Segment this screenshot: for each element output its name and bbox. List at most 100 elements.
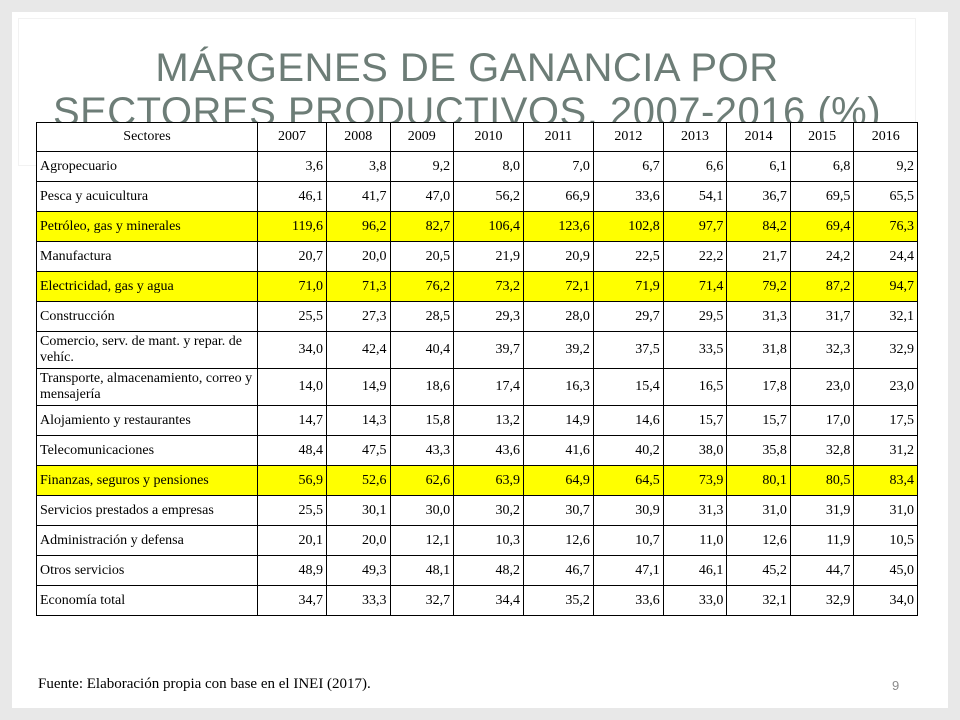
value-cell: 39,2 <box>522 331 594 369</box>
value-cell: 33,6 <box>592 585 664 616</box>
sector-name: Pesca y acuicultura <box>36 181 258 212</box>
header-year: 2014 <box>726 122 791 152</box>
value-cell: 32,9 <box>789 585 855 616</box>
value-cell: 80,5 <box>789 465 855 496</box>
value-cell: 24,4 <box>853 241 918 272</box>
header-year: 2015 <box>789 122 855 152</box>
table-row: Manufactura 20,7 20,0 20,5 21,9 20,9 22,5 22,2 2… <box>36 241 918 272</box>
value-cell: 13,2 <box>453 405 524 436</box>
value-cell: 28,0 <box>522 301 594 332</box>
header-year: 2013 <box>662 122 728 152</box>
value-cell: 42,4 <box>325 331 391 369</box>
value-cell: 63,9 <box>453 465 524 496</box>
value-cell: 30,9 <box>592 495 664 526</box>
header-year: 2011 <box>522 122 594 152</box>
value-cell: 73,2 <box>453 271 524 302</box>
table-row: Petróleo, gas y minerales 119,6 96,2 82,7 10… <box>36 211 918 242</box>
sector-name: Telecomunicaciones <box>36 435 258 466</box>
value-cell: 22,2 <box>662 241 728 272</box>
value-cell: 20,1 <box>257 525 327 556</box>
value-cell: 40,4 <box>389 331 455 369</box>
sector-name: Otros servicios <box>36 555 258 586</box>
value-cell: 71,4 <box>662 271 728 302</box>
value-cell: 31,3 <box>662 495 728 526</box>
source-note: Fuente: Elaboración propia con base en e… <box>38 676 371 692</box>
value-cell: 22,5 <box>592 241 664 272</box>
value-cell: 47,1 <box>592 555 664 586</box>
value-cell: 33,6 <box>592 181 664 212</box>
value-cell: 12,6 <box>726 525 791 556</box>
table-row: Administración y defensa 20,1 20,0 12,1 10,3… <box>36 525 918 556</box>
header-sectores: Sectores <box>36 122 258 152</box>
value-cell: 14,0 <box>257 368 327 406</box>
value-cell: 17,8 <box>726 368 791 406</box>
value-cell: 45,0 <box>853 555 918 586</box>
sector-name: Comercio, serv. de mant. y repar. de veh… <box>36 331 258 369</box>
table-row: Transporte, almacenamiento, correo y men… <box>36 368 918 406</box>
table-row: Comercio, serv. de mant. y repar. de veh… <box>36 331 918 369</box>
value-cell: 46,7 <box>522 555 594 586</box>
value-cell: 31,2 <box>853 435 918 466</box>
value-cell: 38,0 <box>662 435 728 466</box>
value-cell: 32,1 <box>853 301 918 332</box>
value-cell: 31,7 <box>789 301 855 332</box>
table-row: Finanzas, seguros y pensiones 56,9 52,6 62,… <box>36 465 918 496</box>
value-cell: 8,0 <box>453 151 524 182</box>
value-cell: 15,7 <box>726 405 791 436</box>
value-cell: 20,7 <box>257 241 327 272</box>
value-cell: 10,7 <box>592 525 664 556</box>
value-cell: 65,5 <box>853 181 918 212</box>
value-cell: 69,4 <box>789 211 855 242</box>
sector-name: Finanzas, seguros y pensiones <box>36 465 258 496</box>
value-cell: 96,2 <box>325 211 391 242</box>
value-cell: 21,9 <box>453 241 524 272</box>
value-cell: 17,4 <box>453 368 524 406</box>
profit-margins-table: Sectores 2007 2008 2009 2010 2011 2012 2013 2014… <box>36 122 918 616</box>
value-cell: 27,3 <box>325 301 391 332</box>
value-cell: 45,2 <box>726 555 791 586</box>
value-cell: 69,5 <box>789 181 855 212</box>
value-cell: 44,7 <box>789 555 855 586</box>
table-row: Otros servicios 48,9 49,3 48,1 48,2 46,7 47,1 4… <box>36 555 918 586</box>
value-cell: 16,5 <box>662 368 728 406</box>
value-cell: 76,2 <box>389 271 455 302</box>
value-cell: 34,7 <box>257 585 327 616</box>
value-cell: 47,5 <box>325 435 391 466</box>
value-cell: 33,0 <box>662 585 728 616</box>
value-cell: 25,5 <box>257 495 327 526</box>
sector-name: Alojamiento y restaurantes <box>36 405 258 436</box>
value-cell: 62,6 <box>389 465 455 496</box>
value-cell: 34,0 <box>853 585 918 616</box>
value-cell: 3,8 <box>325 151 391 182</box>
sector-name: Administración y defensa <box>36 525 258 556</box>
header-year: 2010 <box>453 122 524 152</box>
value-cell: 23,0 <box>789 368 855 406</box>
value-cell: 106,4 <box>453 211 524 242</box>
value-cell: 10,5 <box>853 525 918 556</box>
value-cell: 11,0 <box>662 525 728 556</box>
table-row: Construcción 25,5 27,3 28,5 29,3 28,0 29,7 29,5… <box>36 301 918 332</box>
value-cell: 33,5 <box>662 331 728 369</box>
value-cell: 56,2 <box>453 181 524 212</box>
value-cell: 12,1 <box>389 525 455 556</box>
value-cell: 31,9 <box>789 495 855 526</box>
value-cell: 20,0 <box>325 241 391 272</box>
value-cell: 17,5 <box>853 405 918 436</box>
value-cell: 123,6 <box>522 211 594 242</box>
value-cell: 47,0 <box>389 181 455 212</box>
value-cell: 24,2 <box>789 241 855 272</box>
header-year: 2016 <box>853 122 918 152</box>
value-cell: 64,5 <box>592 465 664 496</box>
sector-name: Construcción <box>36 301 258 332</box>
table-row: Servicios prestados a empresas 25,5 30,1 30… <box>36 495 918 526</box>
value-cell: 56,9 <box>257 465 327 496</box>
value-cell: 30,2 <box>453 495 524 526</box>
value-cell: 34,4 <box>453 585 524 616</box>
table-header-row: Sectores 2007 2008 2009 2010 2011 2012 2013 2014… <box>36 122 918 152</box>
sector-name: Petróleo, gas y minerales <box>36 211 258 242</box>
value-cell: 29,3 <box>453 301 524 332</box>
value-cell: 12,6 <box>522 525 594 556</box>
value-cell: 80,1 <box>726 465 791 496</box>
value-cell: 10,3 <box>453 525 524 556</box>
value-cell: 83,4 <box>853 465 918 496</box>
